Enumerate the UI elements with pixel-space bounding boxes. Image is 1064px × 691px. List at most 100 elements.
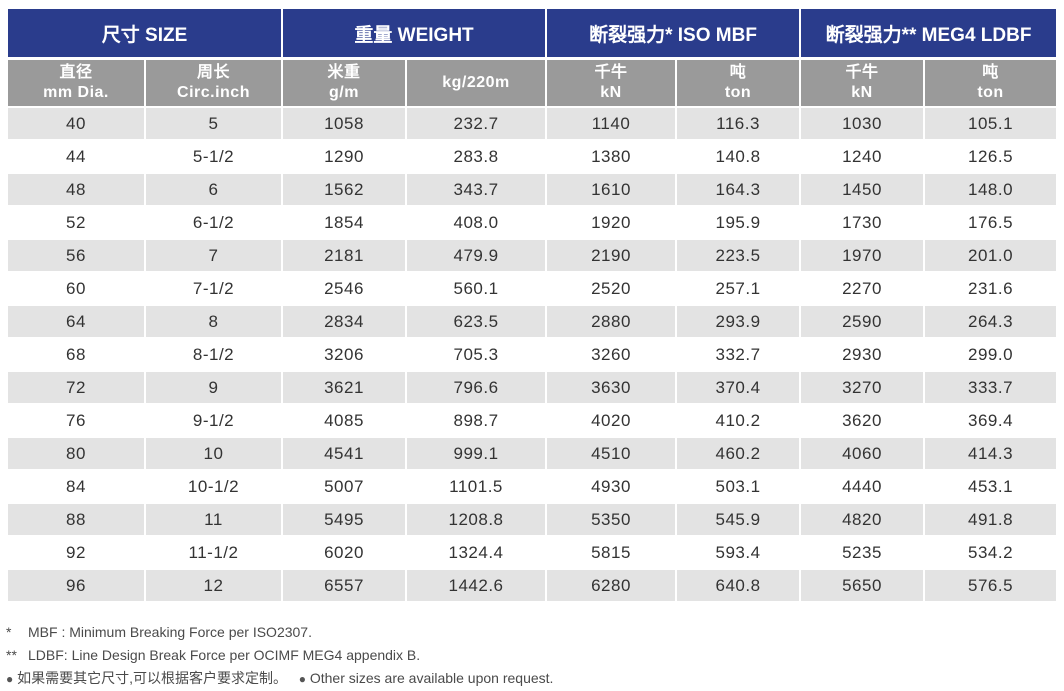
cell-meg4-ton: 333.7 <box>924 371 1057 405</box>
table-row: 92 11-1/2 6020 1324.4 5815 593.4 5235 534.2 <box>8 536 1057 570</box>
cell-iso-ton: 545.9 <box>676 503 802 537</box>
cell-weight-kg220m: 1208.8 <box>406 503 548 537</box>
bullet-icon: ● <box>6 672 14 686</box>
col-iso-ton: 吨 ton <box>676 58 802 108</box>
rope-spec-table: 尺寸 SIZE 重量 WEIGHT 断裂强力* ISO MBF 断裂强力** M… <box>8 9 1057 603</box>
table-row: 68 8-1/2 3206 705.3 3260 332.7 2930 299.0 <box>8 338 1057 372</box>
col-weight-kg220m: kg/220m <box>406 58 548 108</box>
cell-meg4-ton: 264.3 <box>924 305 1057 339</box>
table-row: 80 10 4541 999.1 4510 460.2 4060 414.3 <box>8 437 1057 471</box>
cell-meg4-ton: 491.8 <box>924 503 1057 537</box>
cell-iso-ton: 640.8 <box>676 569 802 603</box>
cell-diameter: 52 <box>8 206 146 240</box>
cell-meg4-ton: 453.1 <box>924 470 1057 504</box>
cell-weight-kg220m: 1324.4 <box>406 536 548 570</box>
cell-circumference: 9-1/2 <box>145 404 284 438</box>
cell-weight-kg220m: 479.9 <box>406 239 548 273</box>
custom-sizes-en: Other sizes are available upon request. <box>309 670 554 686</box>
cell-diameter: 88 <box>8 503 146 537</box>
cell-weight-kg220m: 408.0 <box>406 206 548 240</box>
col-meg4-ton: 吨 ton <box>924 58 1057 108</box>
cell-diameter: 72 <box>8 371 146 405</box>
cell-iso-ton: 370.4 <box>676 371 802 405</box>
cell-weight-gm: 1562 <box>282 173 408 207</box>
footnote-ldbf: ** LDBF: Line Design Break Force per OCIM… <box>6 644 553 667</box>
footnote-marker: * <box>6 624 12 640</box>
table-row: 52 6-1/2 1854 408.0 1920 195.9 1730 176.5 <box>8 206 1057 240</box>
cell-meg4-kn: 1970 <box>800 239 926 273</box>
cell-iso-kn: 2520 <box>546 272 678 306</box>
cell-weight-gm: 2181 <box>282 239 408 273</box>
table-row: 88 11 5495 1208.8 5350 545.9 4820 491.8 <box>8 503 1057 537</box>
cell-circumference: 6-1/2 <box>145 206 284 240</box>
cell-circumference: 5-1/2 <box>145 140 284 174</box>
cell-meg4-ton: 299.0 <box>924 338 1057 372</box>
cell-diameter: 92 <box>8 536 146 570</box>
bullet-icon: ● <box>298 672 306 686</box>
cell-iso-kn: 5815 <box>546 536 678 570</box>
cell-circumference: 8 <box>145 305 284 339</box>
cell-meg4-ton: 231.6 <box>924 272 1057 306</box>
cell-meg4-kn: 1450 <box>800 173 926 207</box>
cell-circumference: 5 <box>145 107 284 141</box>
cell-iso-ton: 332.7 <box>676 338 802 372</box>
cell-meg4-kn: 2590 <box>800 305 926 339</box>
cell-iso-kn: 1920 <box>546 206 678 240</box>
cell-meg4-kn: 5650 <box>800 569 926 603</box>
cell-weight-gm: 5495 <box>282 503 408 537</box>
cell-meg4-ton: 576.5 <box>924 569 1057 603</box>
footnote-text: LDBF: Line Design Break Force per OCIMF … <box>28 647 421 663</box>
cell-iso-kn: 1140 <box>546 107 678 141</box>
table-row: 64 8 2834 623.5 2880 293.9 2590 264.3 <box>8 305 1057 339</box>
cell-meg4-ton: 176.5 <box>924 206 1057 240</box>
cell-iso-kn: 3630 <box>546 371 678 405</box>
cell-circumference: 11 <box>145 503 284 537</box>
cell-diameter: 40 <box>8 107 146 141</box>
cell-diameter: 96 <box>8 569 146 603</box>
footnote-mbf: * MBF : Minimum Breaking Force per ISO230… <box>6 621 553 644</box>
cell-circumference: 10 <box>145 437 284 471</box>
cell-meg4-kn: 1030 <box>800 107 926 141</box>
cell-weight-kg220m: 796.6 <box>406 371 548 405</box>
cell-iso-ton: 257.1 <box>676 272 802 306</box>
cell-diameter: 56 <box>8 239 146 273</box>
table-body: 40 5 1058 232.7 1140 116.3 1030 105.1 44 5-1/2 129… <box>8 107 1057 603</box>
cell-weight-kg220m: 232.7 <box>406 107 548 141</box>
cell-meg4-kn: 5235 <box>800 536 926 570</box>
cell-weight-gm: 4085 <box>282 404 408 438</box>
cell-diameter: 76 <box>8 404 146 438</box>
cell-meg4-ton: 148.0 <box>924 173 1057 207</box>
table-row: 48 6 1562 343.7 1610 164.3 1450 148.0 <box>8 173 1057 207</box>
cell-iso-kn: 3260 <box>546 338 678 372</box>
cell-iso-ton: 164.3 <box>676 173 802 207</box>
cell-weight-gm: 1854 <box>282 206 408 240</box>
cell-weight-gm: 6557 <box>282 569 408 603</box>
size-group-header: 尺寸 SIZE <box>8 9 284 60</box>
table-row: 96 12 6557 1442.6 6280 640.8 5650 576.5 <box>8 569 1057 603</box>
cell-meg4-kn: 3270 <box>800 371 926 405</box>
cell-weight-gm: 3621 <box>282 371 408 405</box>
cell-meg4-kn: 1730 <box>800 206 926 240</box>
table-row: 60 7-1/2 2546 560.1 2520 257.1 2270 231.6 <box>8 272 1057 306</box>
cell-meg4-kn: 4060 <box>800 437 926 471</box>
cell-weight-kg220m: 1442.6 <box>406 569 548 603</box>
cell-circumference: 9 <box>145 371 284 405</box>
cell-iso-ton: 195.9 <box>676 206 802 240</box>
cell-iso-kn: 2880 <box>546 305 678 339</box>
cell-weight-gm: 4541 <box>282 437 408 471</box>
cell-iso-ton: 293.9 <box>676 305 802 339</box>
cell-iso-ton: 116.3 <box>676 107 802 141</box>
cell-weight-kg220m: 343.7 <box>406 173 548 207</box>
cell-weight-gm: 6020 <box>282 536 408 570</box>
col-iso-kn: 千牛 kN <box>546 58 678 108</box>
cell-iso-kn: 5350 <box>546 503 678 537</box>
col-weight-gm: 米重 g/m <box>282 58 408 108</box>
iso-mbf-group-header: 断裂强力* ISO MBF <box>546 9 802 60</box>
col-circumference: 周长 Circ.inch <box>145 58 284 108</box>
cell-iso-ton: 140.8 <box>676 140 802 174</box>
cell-meg4-kn: 1240 <box>800 140 926 174</box>
cell-meg4-ton: 126.5 <box>924 140 1057 174</box>
footnote-custom-sizes: ● 如果需要其它尺寸,可以根据客户要求定制。 ● Other sizes are… <box>6 667 553 690</box>
table-row: 72 9 3621 796.6 3630 370.4 3270 333.7 <box>8 371 1057 405</box>
cell-iso-ton: 593.4 <box>676 536 802 570</box>
